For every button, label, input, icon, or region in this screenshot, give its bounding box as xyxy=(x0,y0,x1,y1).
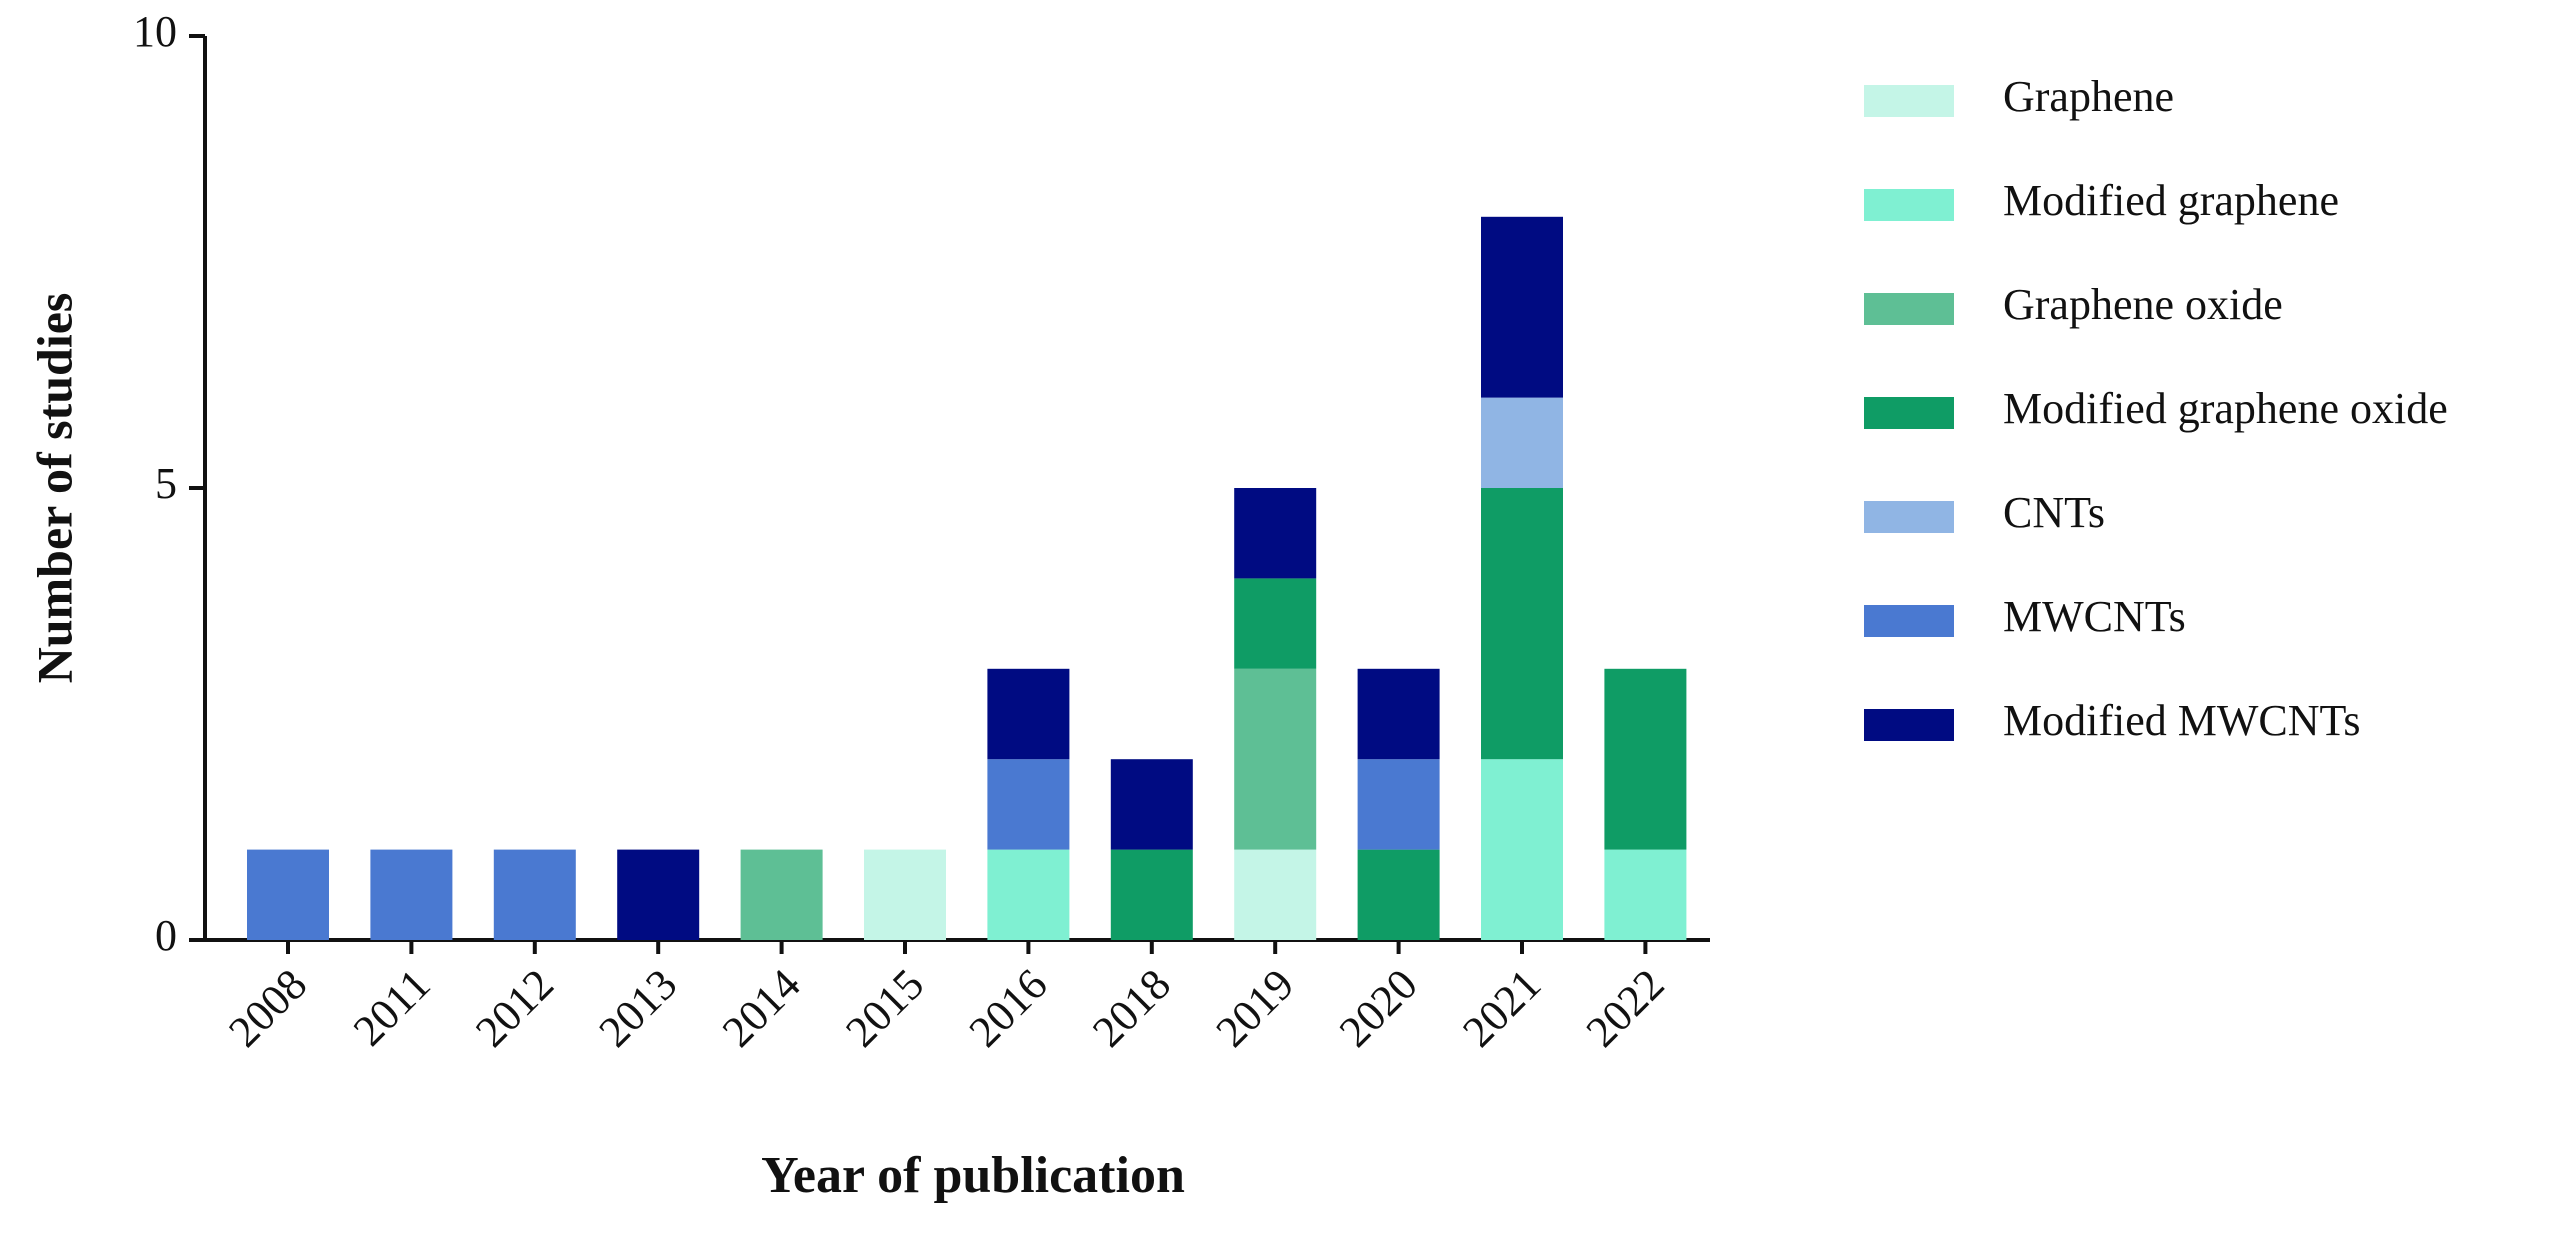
bar-segment xyxy=(1357,849,1440,940)
bar-segment xyxy=(1234,578,1317,669)
bar-segment xyxy=(1481,216,1563,398)
bar-segment xyxy=(1234,488,1317,579)
bar-segment xyxy=(1357,668,1440,760)
bar-segment xyxy=(740,849,823,940)
x-tick-label: 2015 xyxy=(836,960,933,1057)
x-tick-label: 2014 xyxy=(713,960,810,1057)
bar-segment xyxy=(864,849,946,940)
x-tick-label: 2018 xyxy=(1083,960,1180,1057)
x-tick-label: 2012 xyxy=(466,960,563,1057)
legend-swatch xyxy=(1864,293,1954,325)
bar-segment xyxy=(617,849,700,940)
bar-segment xyxy=(1481,397,1563,488)
bar-segment xyxy=(1110,759,1193,850)
x-tick-label: 2008 xyxy=(219,960,316,1057)
bar-segment xyxy=(987,668,1070,760)
bar-segment xyxy=(1604,668,1687,850)
bar-segment xyxy=(493,849,576,940)
y-tick-label: 0 xyxy=(155,911,177,960)
x-tick-label: 2013 xyxy=(590,960,687,1057)
x-tick-label: 2019 xyxy=(1207,960,1304,1057)
bar-segment xyxy=(1357,759,1440,850)
x-tick-label: 2020 xyxy=(1330,960,1427,1057)
x-tick-label: 2011 xyxy=(344,960,440,1056)
legend-label: MWCNTs xyxy=(2003,592,2186,641)
y-tick-label: 10 xyxy=(133,7,177,56)
legend-label: CNTs xyxy=(2003,488,2105,537)
bar-segment xyxy=(247,849,329,940)
legend-swatch xyxy=(1864,189,1954,221)
legend-label: Modified MWCNTs xyxy=(2003,696,2360,745)
bar-segment xyxy=(987,759,1070,850)
y-tick-label: 5 xyxy=(155,459,177,508)
bar-segment xyxy=(1234,668,1317,850)
legend-label: Graphene xyxy=(2003,72,2174,121)
legend-label: Modified graphene oxide xyxy=(2003,384,2448,433)
bar-segment xyxy=(1481,759,1563,940)
bar-segment xyxy=(1604,849,1687,940)
bar-segment xyxy=(1234,849,1317,940)
legend-label: Modified graphene xyxy=(2003,176,2339,225)
bar-segment xyxy=(1481,488,1563,760)
legend-swatch xyxy=(1864,605,1954,637)
bar-segment xyxy=(370,849,453,940)
legend-swatch xyxy=(1864,709,1954,741)
y-axis-title: Number of studies xyxy=(26,293,82,684)
x-tick-label: 2022 xyxy=(1577,960,1674,1057)
legend-swatch xyxy=(1864,501,1954,533)
legend-swatch xyxy=(1864,397,1954,429)
bar-segment xyxy=(1110,849,1193,940)
bar-segment xyxy=(987,849,1070,940)
x-tick-label: 2021 xyxy=(1453,960,1550,1057)
legend-swatch xyxy=(1864,85,1954,117)
legend-label: Graphene oxide xyxy=(2003,280,2283,329)
x-axis-title: Year of publication xyxy=(761,1147,1185,1204)
x-tick-label: 2016 xyxy=(960,960,1057,1057)
